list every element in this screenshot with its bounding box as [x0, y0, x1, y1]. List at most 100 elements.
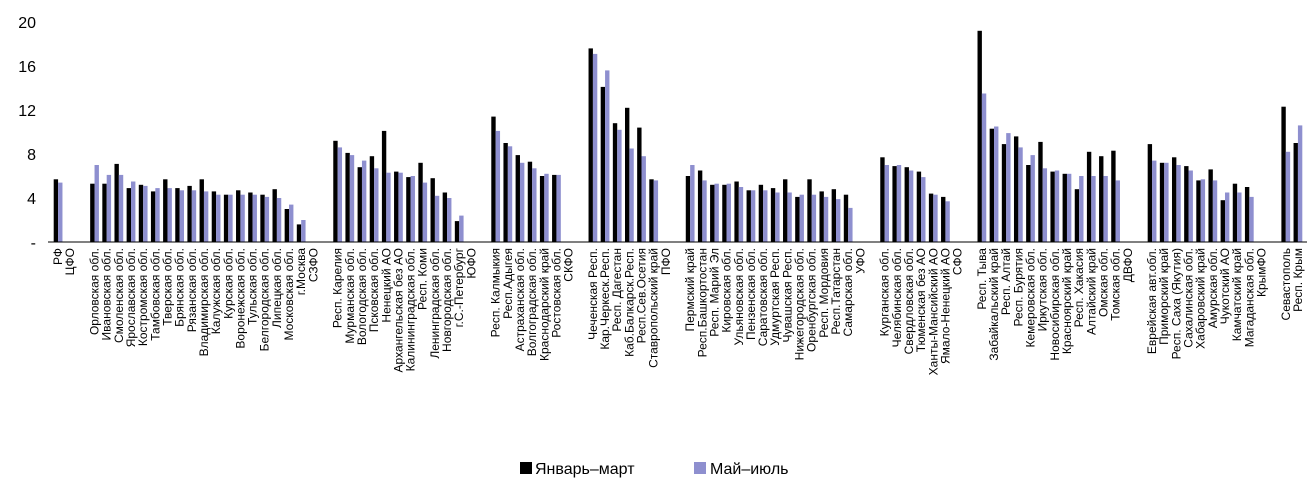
x-tick-label: Курская обл. [221, 248, 235, 319]
x-tick-label: Костромская обл. [136, 248, 150, 346]
bar-series-1 [710, 184, 715, 242]
bar-series-2 [641, 156, 646, 242]
bar-series-2 [532, 168, 537, 242]
bar-series-2 [823, 196, 829, 242]
bar-series-2 [726, 183, 731, 242]
bar-series-1 [746, 190, 751, 242]
bar-series-1 [600, 86, 606, 243]
bar-series-2 [848, 207, 853, 242]
bar-series-1 [552, 174, 557, 242]
x-tick-label: Курганская обл. [878, 248, 892, 336]
x-tick-label: Респ. Калмыкия [489, 248, 503, 337]
bar-series-2 [629, 148, 634, 242]
x-tick-label: Орловская обл. [88, 248, 102, 335]
x-tick-label: Ивановская обл. [100, 248, 114, 340]
x-tick-label: Ханты-Мансийский АО [926, 248, 940, 375]
bar-series-2 [459, 215, 464, 242]
x-tick-label: Респ. Алтай [999, 248, 1013, 315]
bar-series-1 [612, 123, 618, 242]
x-tick-label: Рязанская обл. [185, 248, 199, 332]
x-tick-label: Ростовская обл. [549, 248, 563, 338]
bar-series-1 [795, 196, 800, 242]
bar-series-2 [240, 194, 245, 242]
bar-series-1 [357, 167, 362, 242]
x-tick-label: Брянская обл. [173, 248, 187, 327]
x-tick-label: СКФО [562, 248, 576, 282]
bar-series-1 [223, 194, 229, 242]
bar-series-2 [1249, 196, 1254, 242]
bar-series-2 [1079, 176, 1084, 242]
x-tick-label: Чеченская Респ. [586, 248, 600, 340]
bar-series-1 [418, 162, 423, 242]
x-tick-label: Респ. Бурятия [1011, 248, 1025, 327]
x-tick-label: Амурская обл. [1206, 248, 1220, 328]
bar-series-2 [143, 185, 148, 242]
bar-series-1 [831, 189, 837, 242]
bar-series-1 [1220, 200, 1225, 242]
bar-series-2 [799, 194, 804, 242]
bar-series-2 [495, 130, 501, 242]
bar-series-2 [702, 180, 707, 242]
bar-series-1 [989, 128, 995, 242]
bar-series-1 [527, 161, 533, 242]
bar-series-1 [588, 48, 593, 243]
bar-series-1 [163, 179, 168, 242]
x-tick-label: Ленинградская обл. [428, 248, 442, 359]
x-tick-label: Респ. Марий Эл [707, 248, 721, 337]
x-tick-label: Пермский край [683, 248, 697, 332]
x-tick-label: Красноярский край [1060, 248, 1074, 354]
bar-series-2 [131, 181, 136, 242]
x-tick-label: СФО [951, 248, 965, 275]
bar-series-2 [1103, 176, 1108, 242]
x-tick-label: Свердловская обл. [902, 248, 916, 354]
bar-series-2 [836, 199, 841, 242]
x-tick-label: Камчатский край [1230, 248, 1244, 341]
bar-series-1 [102, 183, 107, 242]
x-tick-label: Владимирская обл. [197, 248, 211, 356]
x-tick-label: Ярославская обл. [124, 248, 138, 347]
bar-series-1 [199, 179, 204, 242]
bar-series-2 [106, 174, 112, 242]
bar-series-1 [1026, 165, 1031, 242]
x-tick-label: Иркутская обл. [1036, 248, 1050, 331]
x-tick-label: Сахалинская обл. [1182, 248, 1196, 348]
x-tick-label: Кар.Черкеск.Респ. [598, 248, 612, 350]
bar-series-1 [758, 184, 764, 242]
bar-series-2 [179, 190, 185, 242]
bar-series-1 [150, 191, 156, 242]
x-tick-label: Чукотский АО [1218, 248, 1232, 324]
bar-series-2 [775, 192, 780, 242]
x-tick-label: Кемеровская обл. [1024, 248, 1038, 348]
x-tick-label: Ульяновская обл. [732, 248, 746, 345]
bar-series-2 [738, 187, 744, 242]
y-tick-label: 20 [18, 15, 36, 32]
x-tick-label: Архангельская без АО [391, 248, 405, 372]
bar-series-1 [515, 155, 520, 242]
legend-swatch-series-1 [520, 462, 532, 474]
y-tick-label: 12 [18, 103, 36, 120]
bar-series-2 [203, 191, 209, 242]
bar-series-2 [921, 177, 926, 242]
x-tick-label: Мурманская обл. [343, 248, 357, 344]
bar-series-1 [1147, 144, 1153, 242]
bar-series-2 [155, 188, 160, 242]
y-tick-label: - [31, 235, 36, 252]
bar-series-2 [519, 162, 525, 242]
y-tick-label: 8 [27, 147, 36, 164]
bar-series-1 [406, 177, 411, 242]
x-tick-label: Липецкая обл. [270, 248, 284, 328]
bar-series-1 [928, 193, 934, 242]
bar-series-2 [556, 174, 561, 242]
y-axis: - 4 8 12 16 20 [18, 15, 36, 252]
bar-series-2 [653, 180, 659, 242]
bar-series-2 [981, 93, 987, 242]
bar-series-2 [1066, 173, 1072, 242]
x-tick-label: Респ.Адыгея [501, 248, 515, 319]
bar-series-1 [248, 192, 253, 242]
x-tick-label: Тверская обл. [160, 248, 174, 326]
bar-series-2 [994, 126, 999, 242]
x-tick-label: Магаданская обл. [1242, 248, 1256, 347]
x-tick-label: Новгородская обл. [440, 248, 454, 352]
x-tick-label: Респ. Крым [1291, 248, 1305, 312]
bar-series-1 [843, 194, 849, 242]
